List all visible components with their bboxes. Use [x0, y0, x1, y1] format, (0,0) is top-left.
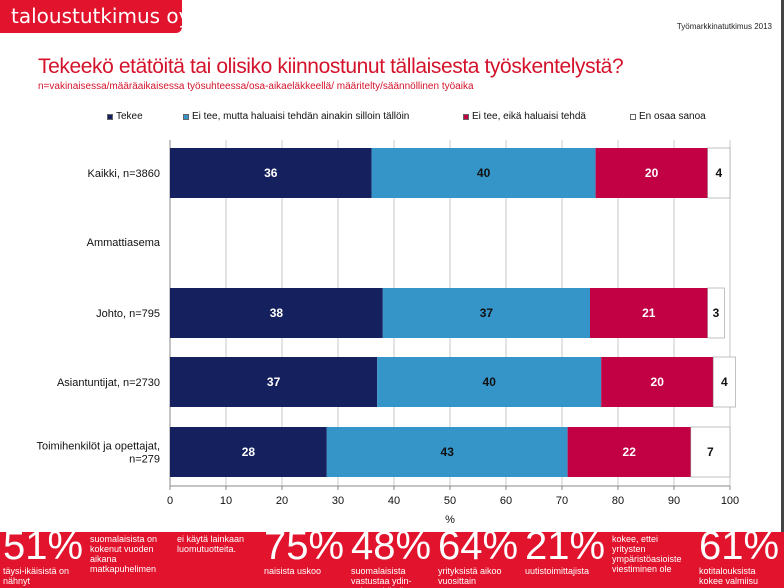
- category-label: Ammattiasema: [87, 237, 161, 249]
- data-label: 21: [642, 306, 656, 320]
- x-tick-label: 10: [220, 495, 232, 507]
- legend-swatch: [107, 113, 113, 120]
- data-label: 20: [651, 375, 665, 389]
- data-label: 4: [721, 375, 728, 389]
- bar-segment: [690, 426, 731, 478]
- footer-stat-column: 64% yrityksistä aikoo vuosittain: [435, 532, 522, 588]
- x-tick-label: 30: [332, 495, 344, 507]
- legend-item: En osaa sanoa: [630, 111, 706, 122]
- data-label: 37: [480, 306, 494, 320]
- data-label: 22: [623, 445, 637, 459]
- footer-banner: 51% täysi-ikäisistä on nähnyt suomalaisist…: [0, 532, 784, 588]
- footer-stat: 21%: [525, 532, 606, 568]
- category-label: Toimihenkilöt ja opettajat,: [36, 441, 160, 453]
- bar-segment: [382, 288, 590, 338]
- bar-segment: [170, 357, 378, 407]
- legend-label: Ei tee, eikä haluaisi tehdä: [472, 111, 586, 122]
- bar-segment: [567, 427, 691, 477]
- data-label: 28: [242, 445, 256, 459]
- legend-item: Tekee: [107, 111, 143, 122]
- data-label: 20: [645, 166, 659, 180]
- bar-segment: [377, 357, 602, 407]
- category-label: n=279: [129, 454, 160, 466]
- footer-stat-column: ei käytä lainkaan luomutuotteita.: [174, 532, 261, 588]
- x-tick-label: 0: [167, 495, 173, 507]
- footer-stat-column: 48%suomalaisista vastustaa ydin-voiman k…: [348, 532, 435, 588]
- legend-item: Ei tee, eikä haluaisi tehdä: [463, 111, 586, 122]
- bar-segment: [170, 427, 327, 477]
- data-label: 37: [267, 375, 281, 389]
- bar-segment: [170, 148, 372, 198]
- x-tick-label: 100: [721, 495, 739, 507]
- data-label: 40: [483, 375, 497, 389]
- bar-segment: [326, 427, 568, 477]
- footer-text: suomalaisista vastustaa ydin-voiman käyt…: [351, 566, 412, 588]
- footer-text: yrityksistä aikoo vuosittain: [438, 566, 502, 586]
- x-tick-label: 50: [444, 495, 456, 507]
- footer-text: kokee, ettei yritysten ympäristöasioiste…: [612, 534, 682, 574]
- footer-text: kotitalouksista kokee valmiisu: [699, 566, 759, 586]
- data-label: 38: [270, 306, 284, 320]
- slide-edge: [781, 0, 784, 532]
- bar-segment: [601, 357, 714, 407]
- bar-segment: [595, 148, 708, 198]
- footer-stat-column: suomalaisista on kokenut vuoden aikana m…: [87, 532, 174, 588]
- footer-stat-column: 75% naisista uskoo: [261, 532, 348, 588]
- footer-text: ei käytä lainkaan luomutuotteita.: [177, 534, 245, 554]
- footer-text: täysi-ikäisistä on nähnyt: [3, 566, 70, 586]
- legend-label: En osaa sanoa: [639, 111, 706, 122]
- footer-text: naisista uskoo: [264, 566, 322, 576]
- legend-swatch: [630, 113, 636, 120]
- footer-stat-column: 51% täysi-ikäisistä on nähnyt: [0, 532, 87, 588]
- footer-stat: 61%: [699, 532, 780, 568]
- footer-stat: 51%: [3, 532, 84, 568]
- x-tick-label: 90: [668, 495, 680, 507]
- bar-segment: [712, 356, 736, 408]
- data-label: 43: [441, 445, 455, 459]
- footer-text: suomalaisista on kokenut vuoden aikana m…: [90, 534, 158, 574]
- legend-label: Tekee: [116, 111, 143, 122]
- data-label: 40: [477, 166, 491, 180]
- x-tick-label: 40: [388, 495, 400, 507]
- bar-segment: [371, 148, 596, 198]
- chart-title: Tekeekö etätöitä tai olisiko kiinnostunu…: [38, 55, 624, 78]
- category-label: Kaikki, n=3860: [88, 168, 160, 180]
- category-label: Asiantuntijat, n=2730: [57, 377, 160, 389]
- data-label: 3: [713, 306, 720, 320]
- footer-stat-column: kokee, ettei yritysten ympäristöasioiste…: [609, 532, 696, 588]
- logo: taloustutkimus oy: [0, 0, 191, 33]
- footer-stat: 64%: [438, 532, 519, 568]
- study-name: Työmarkkinatutkimus 2013: [676, 22, 772, 31]
- legend-swatch: [183, 113, 189, 120]
- footer-stat-column: 61% kotitalouksista kokee valmiisu: [696, 532, 783, 588]
- footer-stat-column: 21% uutistoimittajista: [522, 532, 609, 588]
- footer-stat: 48%: [351, 532, 432, 568]
- footer-text: uutistoimittajista: [525, 566, 590, 576]
- data-label: 36: [264, 166, 278, 180]
- bar-segment: [170, 288, 383, 338]
- bar-segment: [707, 287, 725, 339]
- x-tick-label: 70: [556, 495, 568, 507]
- bar-segment: [707, 147, 731, 199]
- x-tick-label: 60: [500, 495, 512, 507]
- bar-segment: [590, 288, 708, 338]
- chart-subtitle: n=vakinaisessa/määräaikaisessa työsuhtee…: [38, 81, 474, 92]
- data-label: 7: [707, 445, 714, 459]
- category-label: Johto, n=795: [96, 308, 160, 320]
- footer-stat: 75%: [264, 532, 345, 568]
- data-label: 4: [715, 166, 722, 180]
- x-tick-label: 20: [276, 495, 288, 507]
- x-tick-label: 80: [612, 495, 624, 507]
- x-axis-label: %: [445, 514, 455, 526]
- legend-swatch: [463, 113, 469, 120]
- stacked-bar-chart: 0 10 20 30 40 50 60 70 80 90 100% Kaikki, n=3860 36 4…: [36, 140, 739, 526]
- legend-item: Ei tee, mutta haluaisi tehdän ainakin si…: [183, 111, 409, 122]
- legend-label: Ei tee, mutta haluaisi tehdän ainakin si…: [192, 111, 410, 122]
